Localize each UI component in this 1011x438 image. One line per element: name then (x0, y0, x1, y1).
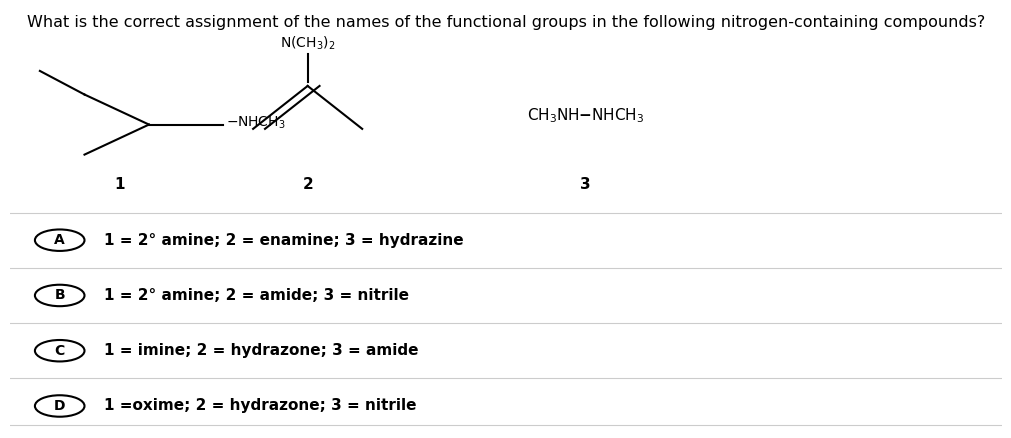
Text: B: B (55, 289, 65, 303)
Text: D: D (54, 399, 66, 413)
Text: N(CH$_3$)$_2$: N(CH$_3$)$_2$ (280, 34, 335, 52)
Text: C: C (55, 344, 65, 358)
Text: What is the correct assignment of the names of the functional groups in the foll: What is the correct assignment of the na… (27, 15, 984, 30)
Text: $-$NHCH$_3$: $-$NHCH$_3$ (226, 115, 286, 131)
Text: 1 = 2° amine; 2 = enamine; 3 = hydrazine: 1 = 2° amine; 2 = enamine; 3 = hydrazine (104, 233, 463, 248)
Text: 1 = 2° amine; 2 = amide; 3 = nitrile: 1 = 2° amine; 2 = amide; 3 = nitrile (104, 288, 408, 303)
Text: 3: 3 (579, 177, 590, 192)
Text: 2: 2 (302, 177, 312, 192)
Text: 1: 1 (114, 177, 124, 192)
Text: A: A (55, 233, 65, 247)
Text: 1 =oxime; 2 = hydrazone; 3 = nitrile: 1 =oxime; 2 = hydrazone; 3 = nitrile (104, 399, 417, 413)
Text: 1 = imine; 2 = hydrazone; 3 = amide: 1 = imine; 2 = hydrazone; 3 = amide (104, 343, 419, 358)
Text: CH$_3$NH$\mathbf{-}$NHCH$_3$: CH$_3$NH$\mathbf{-}$NHCH$_3$ (526, 106, 643, 125)
